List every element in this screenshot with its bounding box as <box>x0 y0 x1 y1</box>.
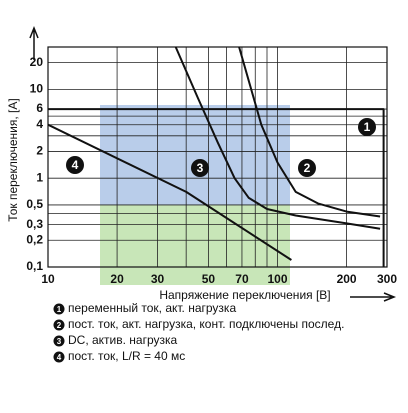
y-tick-label: 2 <box>36 144 43 158</box>
legend-marker <box>53 319 65 331</box>
x-tick-label: 200 <box>337 272 357 286</box>
legend-marker-label: 4 <box>57 353 62 362</box>
legend-marker-label: 1 <box>57 305 62 314</box>
plot-frame <box>47 46 388 268</box>
curve-marker <box>66 156 84 174</box>
legend-marker <box>53 303 65 315</box>
curve-marker-label: 1 <box>364 120 371 134</box>
legend-label: DC, актив. нагрузка <box>68 333 178 347</box>
x-tick-label: 20 <box>110 272 124 286</box>
legend-marker-label: 3 <box>57 337 62 346</box>
series-line <box>47 123 292 261</box>
x-tick-label: 70 <box>235 272 249 286</box>
series-line <box>48 108 385 267</box>
watermark-green <box>100 205 290 285</box>
series-line <box>174 46 381 230</box>
curve-marker-label: 4 <box>72 158 79 172</box>
x-axis-title: Напряжение переключения [B] <box>159 288 330 302</box>
curve-marker-label: 2 <box>304 161 311 175</box>
curve-marker <box>358 118 376 136</box>
y-arrow <box>29 25 39 60</box>
x-tick-label: 50 <box>202 272 216 286</box>
y-tick-label: 0,5 <box>26 197 43 211</box>
y-axis-title: Ток переключения, [A] <box>6 98 20 221</box>
legend-label: пост. ток, L/R = 40 мс <box>68 349 185 363</box>
y-tick-label: 20 <box>30 55 44 69</box>
curve-marker-label: 3 <box>197 161 204 175</box>
watermark-blue <box>100 105 290 205</box>
series-line <box>238 46 381 218</box>
y-tick-label: 4 <box>36 117 43 131</box>
x-tick-label: 10 <box>41 272 55 286</box>
y-tick-label: 1 <box>36 170 43 184</box>
curve-marker <box>191 159 209 177</box>
x-tick-label: 100 <box>267 272 287 286</box>
curve-marker <box>298 159 316 177</box>
legend-label: переменный ток, акт. нагрузка <box>68 301 236 315</box>
legend-marker <box>53 335 65 347</box>
legend-marker <box>53 351 65 363</box>
y-tick-label: 6 <box>36 101 43 115</box>
y-tick-label: 0,3 <box>26 217 43 231</box>
x-arrow <box>350 292 397 302</box>
x-tick-label: 300 <box>377 272 397 286</box>
y-tick-label: 0,2 <box>26 232 43 246</box>
y-tick-label: 10 <box>30 82 44 96</box>
y-tick-label: 0,1 <box>26 259 43 273</box>
x-tick-label: 30 <box>151 272 165 286</box>
legend-marker-label: 2 <box>57 321 62 330</box>
legend-label: пост. ток, акт. нагрузка, конт. подключе… <box>68 317 344 331</box>
